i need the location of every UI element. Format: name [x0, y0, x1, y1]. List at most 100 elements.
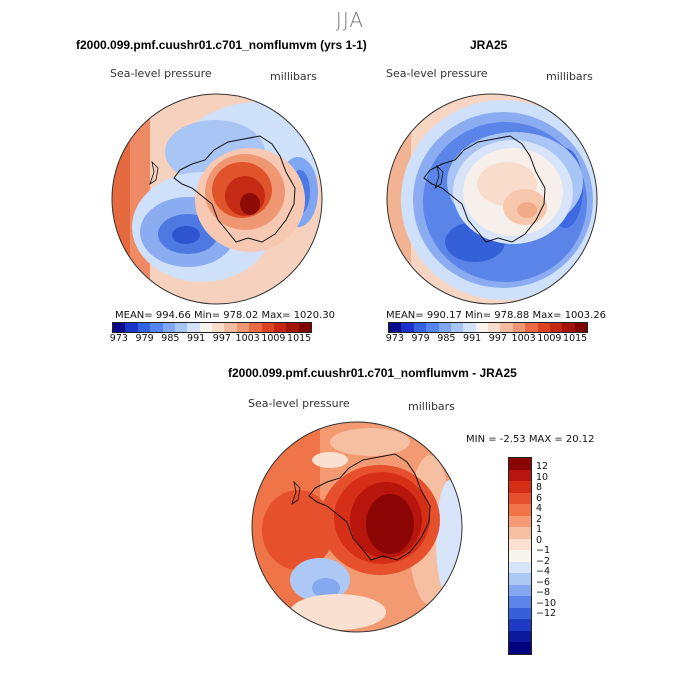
colorbar-swatch [137, 323, 151, 332]
colorbar-swatch [475, 323, 488, 332]
colorbar-swatch [401, 323, 414, 332]
colorbar-tick-label: 1009 [261, 333, 286, 344]
colorbar-swatch [509, 619, 531, 631]
colorbar-swatch [236, 323, 250, 332]
colorbar-swatch [509, 607, 531, 619]
colorbar-swatch [249, 323, 262, 332]
colorbar-swatch [286, 323, 299, 332]
map-model-slp [111, 93, 323, 305]
colorbar-swatch [549, 323, 563, 332]
colorbar-tick-label: −8 [536, 587, 551, 598]
colorbar-swatch [113, 323, 126, 332]
colorbar-tick-label: 1 [536, 524, 543, 535]
colorbar-tick-label: 973 [109, 333, 128, 344]
colorbar-tick-label: 1015 [563, 333, 588, 344]
colorbar-panel-2: 973 979 985 991 997 1003 1009 1015 [386, 322, 588, 344]
colorbar-swatch [298, 323, 311, 332]
colorbar-swatch [509, 584, 531, 596]
colorbar-tick-label: 985 [437, 333, 456, 344]
colorbar-tick-label: 979 [411, 333, 430, 344]
colorbar-swatch [187, 323, 200, 332]
colorbar-tick-label: 4 [536, 503, 543, 514]
season-title: JJA [335, 8, 365, 32]
map-reanalysis-slp [386, 93, 598, 305]
colorbar-swatch [224, 323, 237, 332]
colorbar-swatch [509, 596, 531, 608]
colorbar-tick-label: 0 [536, 534, 543, 546]
panel-3-variable: Sea-level pressure [248, 397, 350, 410]
colorbar-tick-label: −6 [536, 576, 551, 588]
colorbar-swatch [512, 323, 526, 332]
panel-1-variable: Sea-level pressure [110, 67, 212, 80]
colorbar-swatch [438, 323, 451, 332]
colorbar-swatch [509, 550, 531, 562]
panel-2-stats: MEAN= 990.17 Min= 978.88 Max= 1003.26 [386, 310, 607, 321]
colorbar-tick-label: 2 [536, 513, 543, 525]
colorbar-tick-label: 985 [161, 333, 180, 344]
colorbar-swatch [525, 323, 538, 332]
colorbar-swatch [212, 323, 225, 332]
colorbar-swatch [574, 323, 587, 332]
colorbar-panel-3 [508, 457, 532, 655]
colorbar-tick-label: −10 [536, 597, 557, 609]
panel-1-stats: MEAN= 994.66 Min= 978.02 Max= 1020.30 [115, 310, 336, 321]
colorbar-swatch [500, 323, 513, 332]
colorbar-panel-1: 973 979 985 991 997 1003 1009 1015 [110, 322, 312, 344]
map-difference-slp [251, 421, 463, 633]
colorbar-swatch [509, 504, 531, 516]
colorbar-swatch [509, 469, 531, 481]
panel-2-units: millibars [546, 70, 593, 83]
colorbar-swatch [174, 323, 188, 332]
colorbar-swatch [162, 323, 175, 332]
panel-3-stats: MIN = -2.53 MAX = 20.12 [466, 434, 595, 445]
colorbar-tick-label: −1 [536, 545, 551, 556]
colorbar-swatch [509, 515, 531, 527]
colorbar-swatch [463, 323, 476, 332]
colorbar-tick-label: 10 [536, 471, 549, 483]
colorbar-tick-label: 973 [385, 333, 404, 344]
panel-2-variable: Sea-level pressure [386, 67, 488, 80]
colorbar-tick-label: 979 [135, 333, 154, 344]
colorbar-swatch [509, 573, 531, 585]
colorbar-tick-label: 991 [463, 333, 482, 344]
colorbar-swatch [199, 323, 212, 332]
colorbar-swatch [261, 323, 274, 332]
colorbar-tick-label: 1003 [511, 333, 536, 344]
panel-1-title: f2000.099.pmf.cuushr01.c701_nomflumvm (y… [76, 38, 367, 52]
colorbar-tick-label: 991 [187, 333, 206, 344]
colorbar-tick-label: 1015 [287, 333, 312, 344]
colorbar-swatch [509, 630, 531, 642]
colorbar-swatch [509, 538, 531, 550]
panel-2-title: JRA25 [470, 38, 508, 52]
colorbar-swatch [509, 527, 531, 539]
colorbar-swatch [125, 323, 138, 332]
panel-3-units: millibars [408, 400, 455, 413]
colorbar-tick-label: 997 [488, 333, 507, 344]
panel-3-title: f2000.099.pmf.cuushr01.c701_nomflumvm - … [228, 366, 517, 380]
colorbar-swatch [509, 481, 531, 493]
colorbar-tick-label: −12 [536, 608, 557, 619]
colorbar-swatch [426, 323, 439, 332]
colorbar-tick-label: 12 [536, 461, 549, 472]
colorbar-swatch [509, 492, 531, 504]
colorbar-tick-label: 6 [536, 492, 543, 504]
colorbar-swatch [150, 323, 163, 332]
colorbar-swatch [450, 323, 464, 332]
colorbar-tick-label: −2 [536, 555, 551, 567]
colorbar-swatch [389, 323, 402, 332]
colorbar-swatch [562, 323, 575, 332]
colorbar-tick-label: 1003 [235, 333, 260, 344]
colorbar-tick-label: 8 [536, 482, 543, 493]
colorbar-panel-3-ticks: 12 10 8 6 4 2 1 0 −1 −2 −4 −6 −8 −10 −12 [536, 462, 556, 620]
colorbar-swatch [537, 323, 550, 332]
panel-1-units: millibars [270, 70, 317, 83]
colorbar-tick-label: −4 [536, 566, 551, 577]
colorbar-tick-label: 1009 [537, 333, 562, 344]
colorbar-swatch [509, 642, 531, 654]
colorbar-tick-label: 997 [212, 333, 231, 344]
colorbar-swatch [273, 323, 287, 332]
colorbar-swatch [509, 458, 531, 470]
colorbar-swatch [488, 323, 501, 332]
colorbar-swatch [413, 323, 427, 332]
colorbar-swatch [509, 561, 531, 573]
